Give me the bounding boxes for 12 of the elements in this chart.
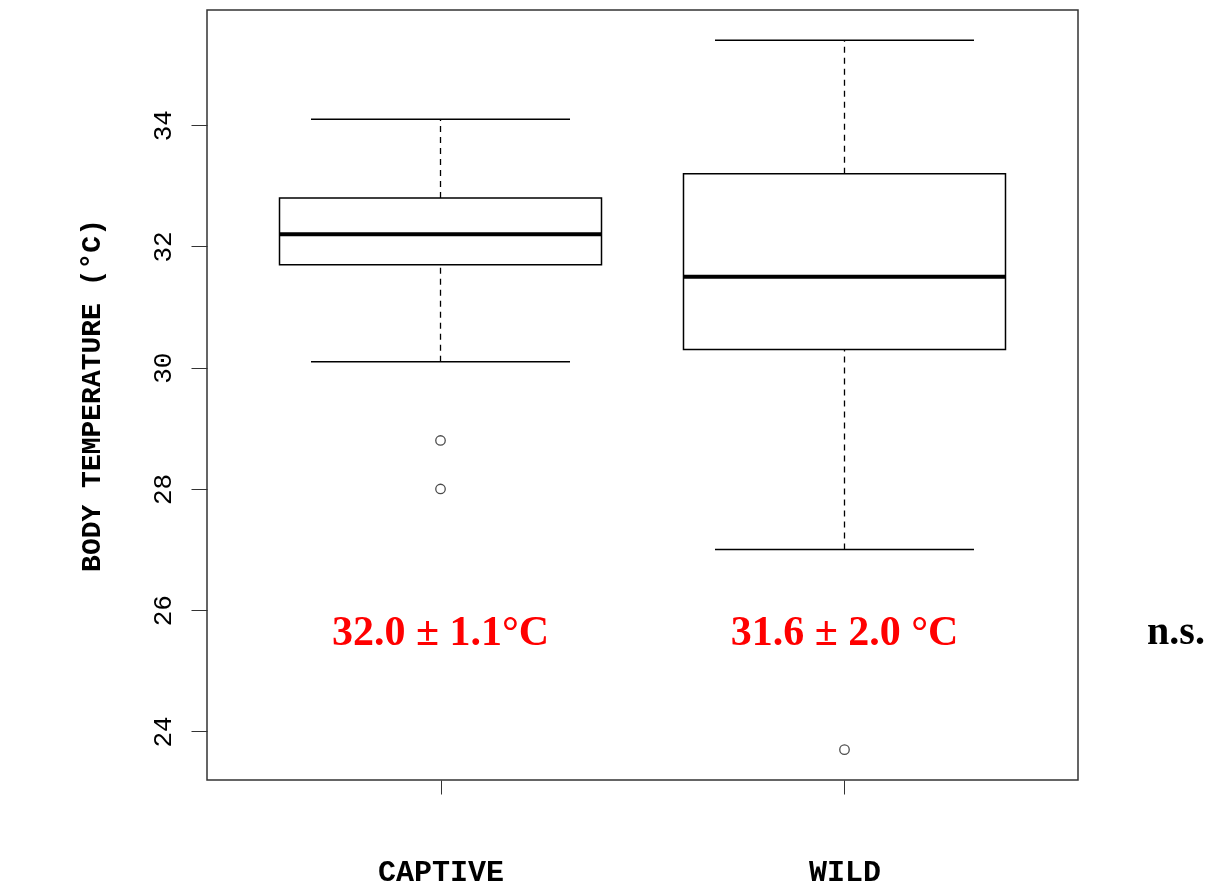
annotation: 32.0 ± 1.1°C xyxy=(331,608,550,654)
y-axis-title: BODY TEMPERATURE (°C) xyxy=(76,219,108,572)
y-tick-label: 24 xyxy=(148,716,179,748)
y-tick-label: 28 xyxy=(148,473,179,506)
y-tick-label: 34 xyxy=(148,110,179,142)
y-tick-label: 30 xyxy=(148,352,179,384)
x-tick-label: WILD xyxy=(808,855,881,890)
x-tick-label: CAPTIVE xyxy=(377,855,505,890)
y-tick-label: 26 xyxy=(148,595,179,627)
y-tick-label: 32 xyxy=(148,231,179,263)
annotation: 31.6 ± 2.0 °C xyxy=(730,608,959,654)
text: n.s. xyxy=(1147,608,1205,653)
